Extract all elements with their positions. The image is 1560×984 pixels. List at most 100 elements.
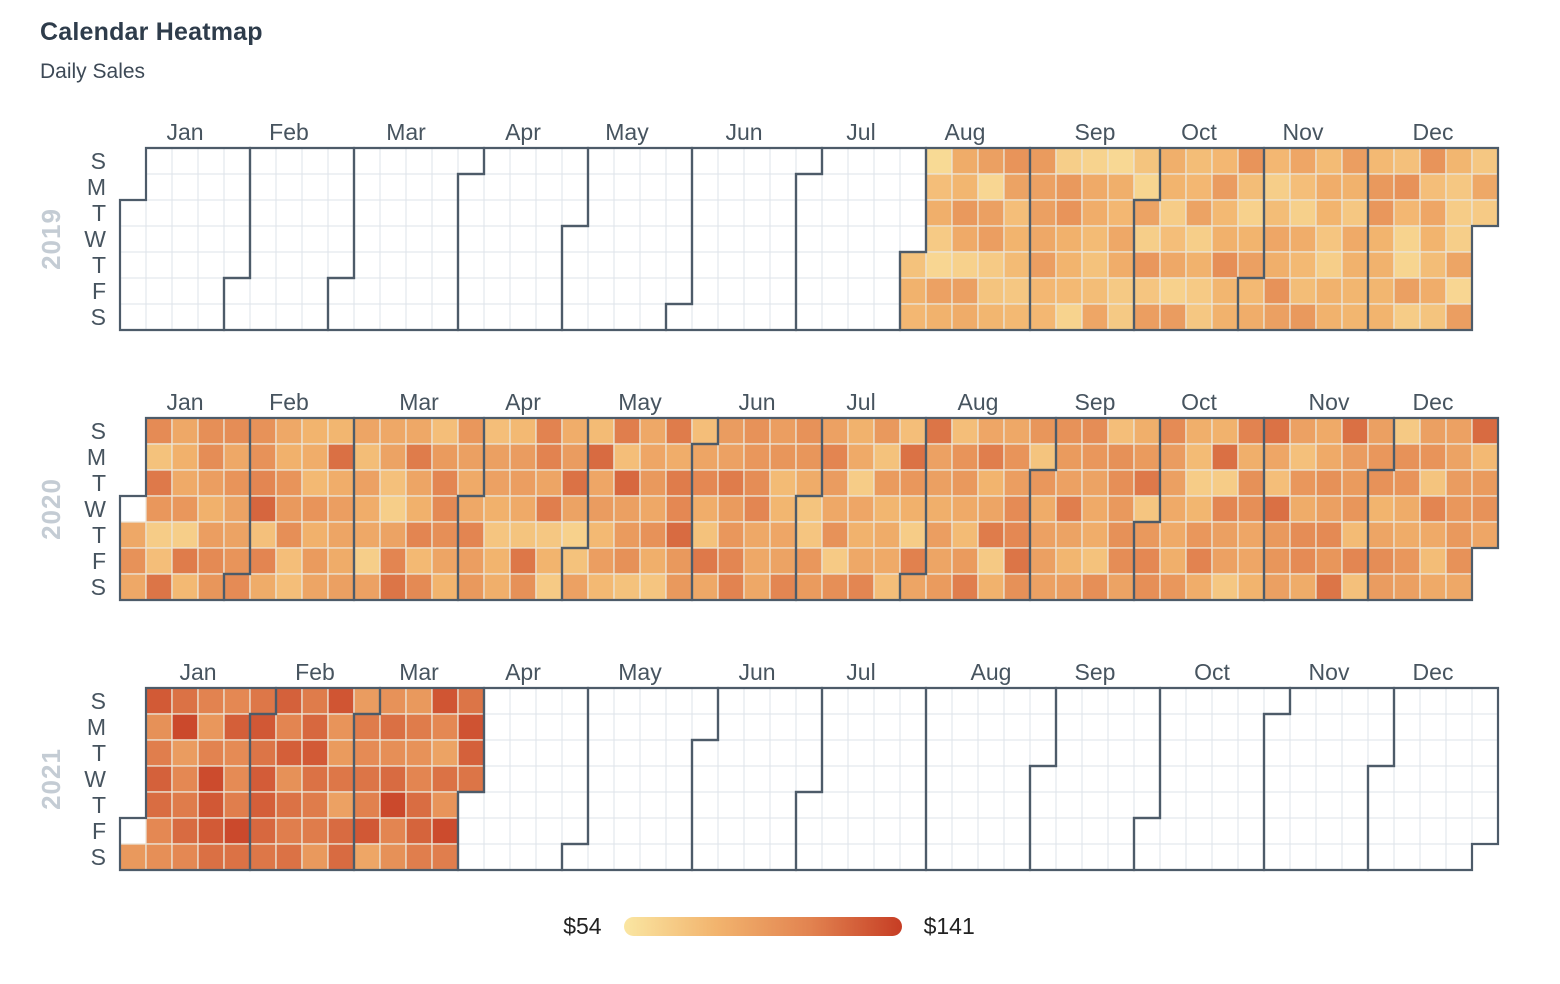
day-cell[interactable]	[1029, 199, 1057, 227]
day-cell[interactable]	[1159, 573, 1187, 601]
day-cell[interactable]	[1159, 521, 1187, 549]
day-cell[interactable]	[1003, 547, 1031, 575]
day-cell[interactable]	[821, 443, 849, 471]
day-cell[interactable]	[1159, 303, 1187, 331]
day-cell[interactable]	[1055, 573, 1083, 601]
day-cell[interactable]	[223, 443, 251, 471]
day-cell[interactable]	[1055, 277, 1083, 305]
day-cell[interactable]	[821, 417, 849, 445]
day-cell[interactable]	[275, 573, 303, 601]
day-cell[interactable]	[1159, 443, 1187, 471]
day-cell[interactable]	[795, 573, 823, 601]
day-cell[interactable]	[1237, 199, 1265, 227]
day-cell[interactable]	[795, 547, 823, 575]
day-cell[interactable]	[1003, 443, 1031, 471]
day-cell[interactable]	[509, 521, 537, 549]
day-cell[interactable]	[1185, 303, 1213, 331]
day-cell[interactable]	[925, 303, 953, 331]
day-cell[interactable]	[1263, 443, 1291, 471]
day-cell[interactable]	[1003, 173, 1031, 201]
day-cell[interactable]	[301, 417, 329, 445]
day-cell[interactable]	[1419, 547, 1447, 575]
day-cell[interactable]	[1003, 573, 1031, 601]
day-cell[interactable]	[1289, 173, 1317, 201]
day-cell[interactable]	[951, 303, 979, 331]
day-cell[interactable]	[1393, 199, 1421, 227]
day-cell[interactable]	[301, 817, 329, 845]
day-cell[interactable]	[197, 417, 225, 445]
day-cell[interactable]	[301, 687, 329, 715]
day-cell[interactable]	[1445, 469, 1473, 497]
day-cell[interactable]	[665, 547, 693, 575]
day-cell[interactable]	[561, 521, 589, 549]
day-cell[interactable]	[249, 791, 277, 819]
day-cell[interactable]	[327, 817, 355, 845]
day-cell[interactable]	[951, 521, 979, 549]
day-cell[interactable]	[1393, 521, 1421, 549]
day-cell[interactable]	[1419, 225, 1447, 253]
day-cell[interactable]	[1185, 173, 1213, 201]
day-cell[interactable]	[483, 521, 511, 549]
day-cell[interactable]	[1237, 277, 1265, 305]
day-cell[interactable]	[275, 843, 303, 871]
day-cell[interactable]	[535, 443, 563, 471]
day-cell[interactable]	[873, 443, 901, 471]
day-cell[interactable]	[1133, 417, 1161, 445]
day-cell[interactable]	[1055, 417, 1083, 445]
day-cell[interactable]	[457, 495, 485, 523]
day-cell[interactable]	[249, 765, 277, 793]
day-cell[interactable]	[457, 469, 485, 497]
day-cell[interactable]	[301, 765, 329, 793]
day-cell[interactable]	[1341, 251, 1369, 279]
day-cell[interactable]	[431, 547, 459, 575]
day-cell[interactable]	[1315, 547, 1343, 575]
day-cell[interactable]	[847, 573, 875, 601]
day-cell[interactable]	[1315, 521, 1343, 549]
day-cell[interactable]	[197, 843, 225, 871]
day-cell[interactable]	[743, 547, 771, 575]
day-cell[interactable]	[613, 547, 641, 575]
day-cell[interactable]	[1341, 495, 1369, 523]
day-cell[interactable]	[145, 817, 173, 845]
day-cell[interactable]	[171, 547, 199, 575]
day-cell[interactable]	[1237, 147, 1265, 175]
day-cell[interactable]	[1055, 547, 1083, 575]
day-cell[interactable]	[1315, 495, 1343, 523]
day-cell[interactable]	[587, 547, 615, 575]
day-cell[interactable]	[145, 765, 173, 793]
day-cell[interactable]	[1237, 547, 1265, 575]
day-cell[interactable]	[1029, 443, 1057, 471]
day-cell[interactable]	[1315, 173, 1343, 201]
day-cell[interactable]	[1185, 277, 1213, 305]
day-cell[interactable]	[1419, 277, 1447, 305]
day-cell[interactable]	[275, 817, 303, 845]
day-cell[interactable]	[1289, 495, 1317, 523]
day-cell[interactable]	[327, 547, 355, 575]
day-cell[interactable]	[925, 251, 953, 279]
day-cell[interactable]	[1211, 547, 1239, 575]
day-cell[interactable]	[249, 469, 277, 497]
day-cell[interactable]	[951, 469, 979, 497]
day-cell[interactable]	[1029, 251, 1057, 279]
day-cell[interactable]	[1341, 443, 1369, 471]
day-cell[interactable]	[301, 843, 329, 871]
day-cell[interactable]	[977, 469, 1005, 497]
day-cell[interactable]	[223, 687, 251, 715]
day-cell[interactable]	[535, 495, 563, 523]
day-cell[interactable]	[691, 547, 719, 575]
day-cell[interactable]	[249, 495, 277, 523]
day-cell[interactable]	[353, 547, 381, 575]
day-cell[interactable]	[691, 521, 719, 549]
day-cell[interactable]	[405, 469, 433, 497]
day-cell[interactable]	[1185, 521, 1213, 549]
day-cell[interactable]	[899, 417, 927, 445]
day-cell[interactable]	[405, 495, 433, 523]
day-cell[interactable]	[1289, 469, 1317, 497]
day-cell[interactable]	[431, 443, 459, 471]
day-cell[interactable]	[1081, 521, 1109, 549]
day-cell[interactable]	[769, 573, 797, 601]
day-cell[interactable]	[1081, 225, 1109, 253]
day-cell[interactable]	[899, 251, 927, 279]
day-cell[interactable]	[1003, 277, 1031, 305]
day-cell[interactable]	[1341, 521, 1369, 549]
